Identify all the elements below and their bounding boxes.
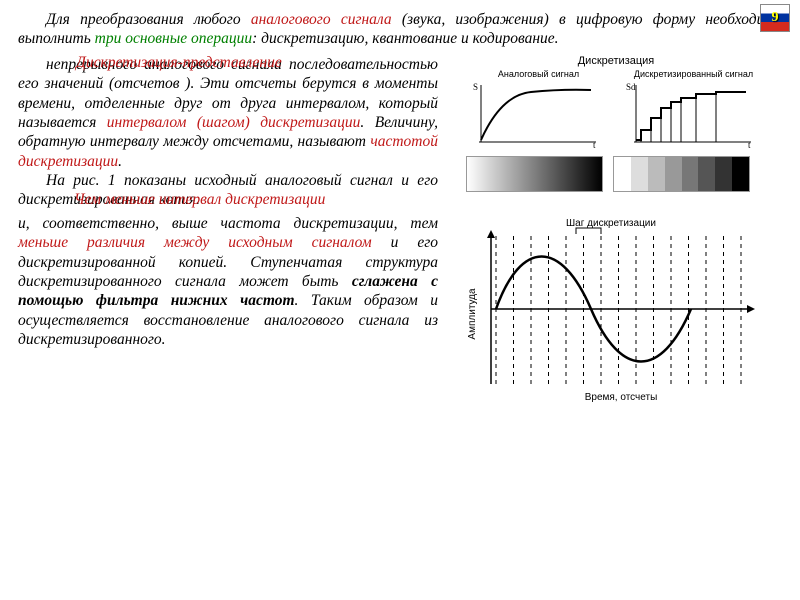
body1-para: Дискретизация-представление непрерывного… (18, 55, 438, 171)
fig1-title: Дискретизация (466, 55, 766, 69)
slide-content: Для преобразования любого аналогового си… (0, 0, 800, 414)
gradient-smooth (466, 156, 603, 192)
bottom-right-figure: Шаг дискретизации Амплитуда Время, отсче… (450, 214, 782, 404)
b1-t5: . (118, 153, 122, 170)
fig2-xlabel: Время, отсчеты (585, 392, 658, 403)
y-axis-label-r: Sd (626, 82, 636, 92)
fig2-title: Шаг дискретизации (566, 218, 656, 229)
b3-red: меньше различия между исходным сигналом (18, 234, 372, 251)
right-column-figures: Дискретизация Аналоговый сигнал S t (450, 55, 782, 210)
overlap-heading-2: Чем меньше интервал дискретизации (46, 190, 325, 209)
analog-signal-chart: S t (471, 80, 606, 150)
analog-curve (481, 90, 591, 140)
slide-number: 9 (772, 10, 779, 26)
intro-red: аналогового сигнала (251, 11, 392, 28)
fig1-discrete: Дискретизированный сигнал Sd t (626, 69, 761, 150)
arrow-up-icon (487, 230, 495, 238)
body2-para: На рис. 1 показаны исходный аналоговый с… (18, 171, 438, 210)
figure-discretization: Дискретизация Аналоговый сигнал S t (466, 55, 766, 192)
left-column: Дискретизация-представление непрерывного… (18, 55, 438, 210)
y-axis-label: S (473, 82, 478, 92)
fig1-right-label: Дискретизированный сигнал (626, 69, 761, 80)
two-column-row: Дискретизация-представление непрерывного… (18, 55, 782, 210)
intro-green: три основные операции (95, 30, 252, 47)
intro-t1: Для преобразования любого (46, 11, 251, 28)
fig1-left-label: Аналоговый сигнал (471, 69, 606, 80)
b1-red1: интервалом (шагом) дискретизации (107, 114, 361, 131)
arrow-right-icon (747, 305, 755, 313)
intro-t5: : дискретизацию, квантование и кодирован… (252, 30, 558, 47)
overlap-heading-1: Дискретизация-представление (48, 53, 282, 72)
sine-step-chart: Шаг дискретизации Амплитуда Время, отсче… (461, 214, 771, 404)
discrete-signal-chart: Sd t (626, 80, 761, 150)
bottom-left-text: и, соответственно, выше частота дискрети… (18, 214, 438, 404)
step-curve (636, 92, 746, 140)
fig1-analog: Аналоговый сигнал S t (471, 69, 606, 150)
gradient-stepped (613, 156, 750, 192)
fig2-ylabel: Амплитуда (467, 288, 478, 340)
bottom-section: и, соответственно, выше частота дискрети… (18, 214, 782, 404)
gradient-row (466, 156, 766, 192)
slide-number-badge: 9 (760, 4, 790, 32)
b3-t1: и, соответственно, выше частота дискрети… (18, 215, 438, 232)
intro-paragraph: Для преобразования любого аналогового си… (18, 10, 782, 49)
